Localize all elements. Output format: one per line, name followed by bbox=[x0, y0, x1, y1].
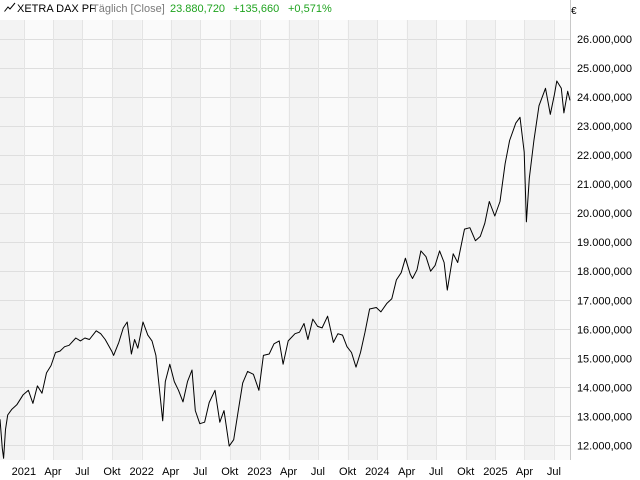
y-tick-label: 24.000,000 bbox=[577, 92, 632, 104]
x-tick-label: Apr bbox=[516, 466, 533, 478]
last-price: 23.880,720 bbox=[170, 3, 226, 15]
x-tick-label: Jul bbox=[75, 466, 89, 478]
quarter-band bbox=[465, 20, 496, 460]
y-tick-label: 21.000,000 bbox=[577, 179, 632, 191]
quarter-band bbox=[141, 20, 171, 460]
y-tick-label: 20.000,000 bbox=[577, 208, 632, 220]
quarter-band bbox=[553, 20, 570, 460]
price-change: +135,660 bbox=[233, 3, 280, 15]
x-tick-label: 2022 bbox=[129, 466, 153, 478]
y-tick-label: 17.000,000 bbox=[577, 295, 632, 307]
quarter-band bbox=[259, 20, 289, 460]
quarter-band bbox=[288, 20, 318, 460]
x-tick-label: Okt bbox=[221, 466, 238, 478]
x-tick-label: 2024 bbox=[365, 466, 389, 478]
x-tick-label: Jul bbox=[547, 466, 561, 478]
x-tick-label: Okt bbox=[457, 466, 474, 478]
y-axis-labels: 12.000,000 13.000,000 14.000,000 15.000,000… bbox=[577, 34, 632, 453]
quarter-band bbox=[347, 20, 378, 460]
x-tick-label: 2023 bbox=[247, 466, 271, 478]
x-tick-label: Apr bbox=[162, 466, 179, 478]
x-tick-label: Apr bbox=[44, 466, 61, 478]
quarter-band bbox=[406, 20, 437, 460]
y-tick-label: 22.000,000 bbox=[577, 150, 632, 162]
line-chart-icon bbox=[4, 2, 16, 12]
quarter-band bbox=[23, 20, 53, 460]
y-tick-label: 16.000,000 bbox=[577, 324, 632, 336]
y-tick-label: 19.000,000 bbox=[577, 237, 632, 249]
quarter-band bbox=[495, 20, 525, 460]
x-tick-label: 2021 bbox=[12, 466, 36, 478]
quarter-band bbox=[52, 20, 83, 460]
quarter-band bbox=[436, 20, 466, 460]
frequency-label[interactable]: Täglich [Close] bbox=[92, 3, 165, 15]
currency-unit: € bbox=[571, 6, 577, 17]
quarter-band bbox=[377, 20, 407, 460]
y-tick-label: 18.000,000 bbox=[577, 266, 632, 278]
quarter-band bbox=[0, 20, 24, 460]
quarter-band bbox=[317, 20, 348, 460]
y-tick-label: 23.000,000 bbox=[577, 121, 632, 133]
y-tick-label: 26.000,000 bbox=[577, 34, 632, 46]
y-tick-label: 12.000,000 bbox=[577, 440, 632, 452]
instrument-name: XETRA DAX PF bbox=[17, 3, 96, 15]
x-axis-labels: 2021 Apr Jul Okt 2022 Apr Jul Okt 2023 Apr Jul Okt 2… bbox=[12, 466, 561, 478]
price-change-percent: +0,571% bbox=[288, 3, 332, 15]
x-tick-label: Okt bbox=[103, 466, 120, 478]
x-tick-label: Okt bbox=[339, 466, 356, 478]
dax-price-line bbox=[0, 80, 571, 459]
quarter-band bbox=[200, 20, 230, 460]
x-tick-label: Apr bbox=[280, 466, 297, 478]
quarter-bands bbox=[0, 20, 570, 460]
quarter-band bbox=[111, 20, 142, 460]
x-tick-label: Jul bbox=[311, 466, 325, 478]
y-tick-label: 25.000,000 bbox=[577, 63, 632, 75]
y-tick-label: 15.000,000 bbox=[577, 353, 632, 365]
gridlines bbox=[0, 20, 570, 460]
y-tick-label: 14.000,000 bbox=[577, 382, 632, 394]
quarter-band bbox=[82, 20, 112, 460]
x-tick-label: Apr bbox=[398, 466, 415, 478]
x-tick-label: Jul bbox=[429, 466, 443, 478]
y-tick-label: 13.000,000 bbox=[577, 411, 632, 423]
quarter-band bbox=[524, 20, 554, 460]
x-tick-label: 2025 bbox=[483, 466, 507, 478]
quarter-band bbox=[170, 20, 201, 460]
quarter-band bbox=[229, 20, 260, 460]
x-tick-label: Jul bbox=[193, 466, 207, 478]
